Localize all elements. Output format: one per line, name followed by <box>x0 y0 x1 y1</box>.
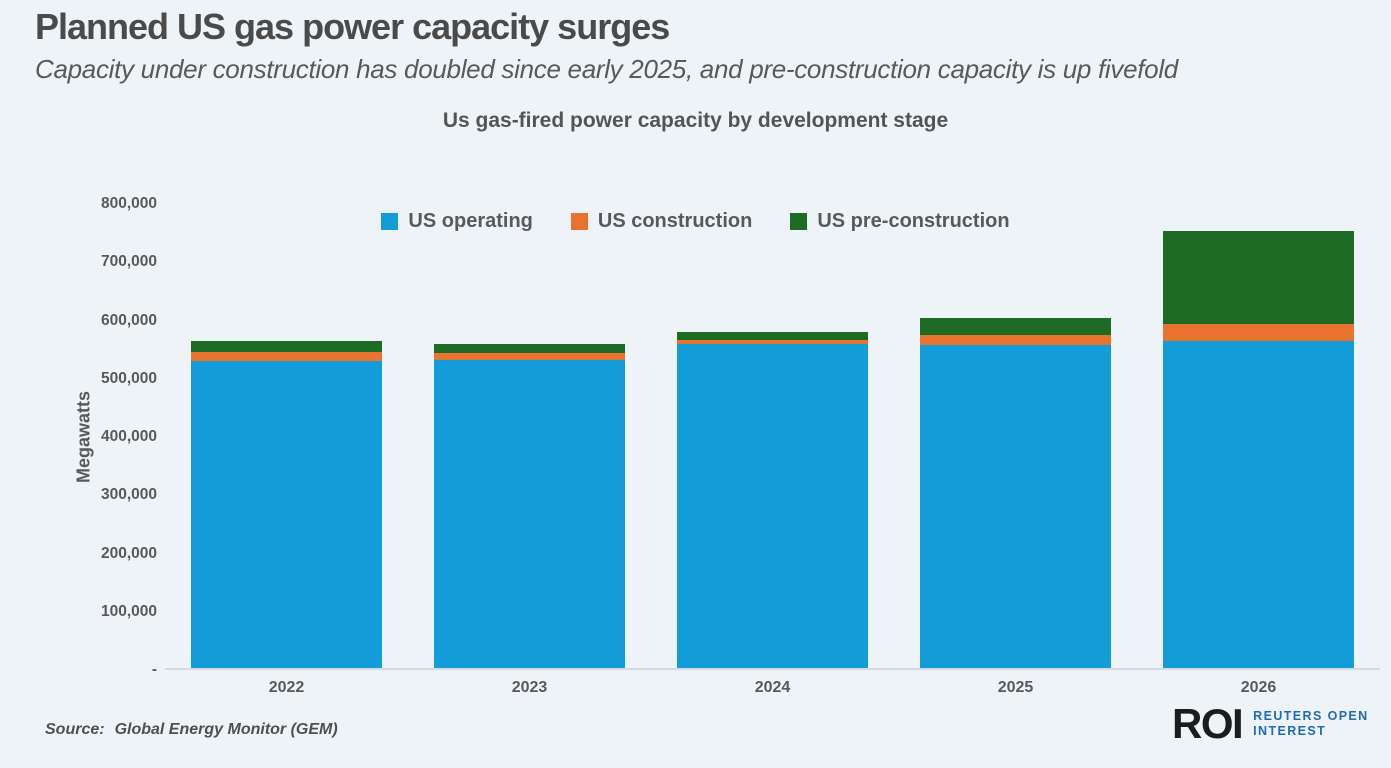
x-tick-label-2026: 2026 <box>1240 679 1277 696</box>
legend-label-us-pre-construction: US pre-construction <box>817 210 1010 232</box>
roi-logo-line2: INTEREST <box>1253 723 1327 738</box>
legend-swatch-us-construction <box>570 213 588 230</box>
bar-segment-us-pre-construction-2026 <box>1162 231 1355 324</box>
legend-item-us-pre-construction: US pre-construction <box>790 210 1010 233</box>
bar-group-2022 <box>165 204 408 668</box>
y-tick-label: 200,000 <box>100 544 157 562</box>
bar-stack-2023 <box>433 343 626 668</box>
bar-segment-us-pre-construction-2022 <box>190 340 383 352</box>
roi-logo: ROI REUTERS OPEN INTEREST <box>1172 700 1369 747</box>
bar-segment-us-operating-2025 <box>919 345 1112 668</box>
plot-area <box>165 204 1380 670</box>
bar-group-2024 <box>651 204 894 668</box>
bar-segment-us-operating-2022 <box>190 361 383 668</box>
y-tick-label: 100,000 <box>100 602 157 620</box>
chart-title: Us gas-fired power capacity by developme… <box>442 109 949 132</box>
x-axis-labels: 2022 2023 2024 2025 2026 <box>165 679 1380 697</box>
bar-group-2023 <box>408 204 651 668</box>
x-tick-label-2023: 2023 <box>511 679 548 696</box>
y-tick-label: 600,000 <box>100 311 157 329</box>
bar-segment-us-operating-2026 <box>1162 341 1355 668</box>
legend-swatch-us-pre-construction <box>790 213 808 230</box>
legend-item-us-operating: US operating <box>381 210 533 233</box>
bar-segment-us-pre-construction-2024 <box>676 331 869 340</box>
y-tick-label: 500,000 <box>100 369 157 387</box>
roi-logo-abbr: ROI <box>1172 700 1244 747</box>
bar-segment-us-operating-2023 <box>433 360 626 668</box>
y-axis-ticks: - 100,000 200,000 300,000 400,000 500,000 600,… <box>0 195 157 678</box>
legend: US operating US construction US pre-constr… <box>0 210 1391 233</box>
x-tick-label-2025: 2025 <box>997 679 1034 696</box>
bar-stack-2022 <box>190 340 383 668</box>
bar-segment-us-pre-construction-2025 <box>919 318 1112 336</box>
y-tick-label: 300,000 <box>100 486 157 504</box>
legend-label-us-operating: US operating <box>408 210 533 232</box>
bar-stack-2025 <box>919 318 1112 668</box>
page-subtitle: Capacity under construction has doubled … <box>35 54 1178 84</box>
roi-logo-text: REUTERS OPEN INTEREST <box>1253 709 1368 739</box>
bar-group-2026 <box>1137 204 1380 668</box>
bar-segment-us-construction-2026 <box>1162 323 1355 342</box>
x-tick-label-2022: 2022 <box>268 679 305 696</box>
source-label: Source: <box>45 721 105 738</box>
y-tick-label: 700,000 <box>100 253 157 271</box>
y-tick-label: - <box>151 661 157 678</box>
source-note: Source: Global Energy Monitor (GEM) <box>45 721 338 739</box>
legend-label-us-construction: US construction <box>597 210 753 232</box>
legend-item-us-construction: US construction <box>570 210 753 233</box>
roi-logo-line1: REUTERS OPEN <box>1253 708 1369 723</box>
bar-segment-us-construction-2025 <box>919 335 1112 346</box>
bar-segment-us-construction-2024 <box>676 339 869 344</box>
bar-segment-us-operating-2024 <box>676 343 869 668</box>
bar-group-2025 <box>894 204 1137 668</box>
page-title: Planned US gas power capacity surges <box>35 6 670 47</box>
bar-stack-2026 <box>1162 231 1355 668</box>
bar-segment-us-construction-2023 <box>433 353 626 361</box>
y-tick-label: 800,000 <box>100 195 157 212</box>
bar-segment-us-pre-construction-2023 <box>433 343 626 354</box>
source-text: Global Energy Monitor (GEM) <box>114 721 338 738</box>
bar-segment-us-construction-2022 <box>190 351 383 362</box>
bar-stack-2024 <box>676 331 869 668</box>
x-tick-label-2024: 2024 <box>754 679 791 696</box>
y-tick-label: 400,000 <box>100 428 157 445</box>
legend-swatch-us-operating <box>381 213 399 230</box>
